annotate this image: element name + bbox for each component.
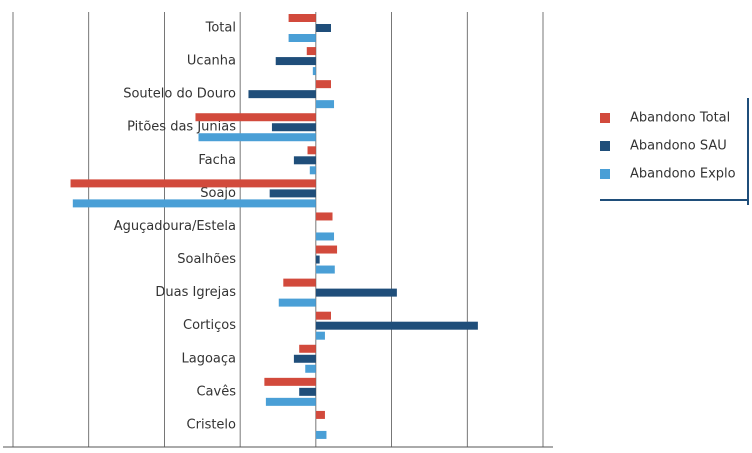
category-label: Lagoaça bbox=[182, 351, 237, 366]
bar bbox=[283, 278, 316, 287]
category-label: Cortiços bbox=[183, 318, 236, 333]
category-label: Soutelo do Douro bbox=[123, 87, 236, 102]
bar bbox=[70, 179, 316, 188]
legend-swatch bbox=[600, 141, 610, 151]
category-label: Duas Igrejas bbox=[155, 285, 236, 300]
bar bbox=[315, 430, 327, 439]
bar bbox=[269, 189, 316, 198]
legend-swatch bbox=[600, 113, 610, 123]
bar bbox=[271, 123, 316, 132]
category-label: Pitões das Junias bbox=[127, 120, 236, 135]
bar bbox=[72, 199, 316, 208]
bar bbox=[195, 113, 316, 122]
bar bbox=[315, 245, 338, 254]
category-label: Facha bbox=[198, 153, 236, 168]
category-label: Cristelo bbox=[187, 417, 237, 432]
legend-label: Abandono Total bbox=[630, 111, 730, 126]
legend-label: Abandono Explo bbox=[630, 167, 736, 182]
bar bbox=[315, 100, 335, 109]
bar bbox=[315, 212, 333, 221]
category-label: Aguçadoura/Estela bbox=[114, 219, 236, 234]
bar bbox=[299, 344, 316, 353]
bar bbox=[315, 24, 331, 32]
category-label: Total bbox=[205, 21, 236, 36]
bar bbox=[248, 90, 316, 99]
bar bbox=[315, 410, 325, 419]
bar bbox=[315, 255, 320, 264]
bar bbox=[288, 34, 316, 42]
bar bbox=[309, 166, 316, 175]
bar bbox=[275, 57, 316, 66]
bar bbox=[305, 364, 316, 373]
bar bbox=[315, 321, 478, 330]
category-label: Soalhões bbox=[177, 252, 236, 267]
legend-label: Abandono SAU bbox=[630, 139, 727, 154]
bar bbox=[315, 311, 331, 320]
bar bbox=[306, 47, 316, 56]
bar bbox=[307, 146, 316, 155]
bar bbox=[315, 80, 331, 89]
bar bbox=[265, 397, 316, 406]
bar bbox=[315, 265, 335, 274]
bar bbox=[299, 387, 316, 396]
bar bbox=[315, 232, 335, 241]
bar bbox=[278, 298, 316, 307]
bar bbox=[293, 156, 316, 165]
category-label: Cavês bbox=[196, 384, 236, 399]
bar bbox=[288, 14, 316, 22]
bar bbox=[198, 133, 316, 142]
bar bbox=[264, 377, 316, 386]
category-label: Ucanha bbox=[187, 54, 236, 69]
bar bbox=[315, 288, 397, 297]
category-label: Soajo bbox=[200, 186, 236, 201]
bar bbox=[315, 331, 325, 340]
bar bbox=[312, 67, 316, 76]
legend-swatch bbox=[600, 169, 610, 179]
bar bbox=[293, 354, 316, 363]
